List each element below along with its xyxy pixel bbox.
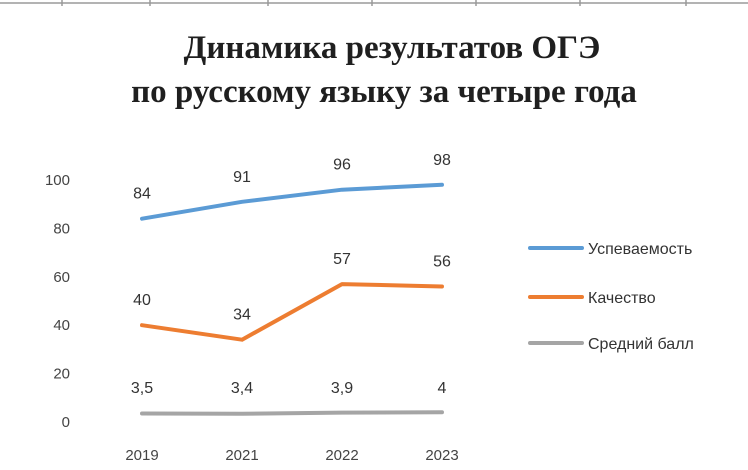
x-axis-ticks: 2019 2021 2022 2023 [125,447,458,464]
series-line-0 [140,182,444,221]
x-tick-label: 2023 [425,447,458,464]
series-lines [140,182,444,416]
y-tick-label: 80 [53,220,70,237]
data-labels: 84 91 96 98 40 34 57 56 3,5 3,4 3,9 4 [131,152,451,397]
legend-label: Качество [588,290,656,307]
data-label: 3,9 [331,380,353,397]
y-tick-label: 100 [45,172,70,189]
x-tick-label: 2021 [225,447,258,464]
chart-title-line-1: Динамика результатов ОГЭ [184,30,601,66]
y-tick-label: 60 [53,269,70,286]
data-label: 4 [438,380,447,397]
data-label: 98 [433,152,451,169]
chart-title-line-2: по русскому языку за четыре года [131,74,637,110]
data-label: 40 [133,292,151,309]
data-label: 56 [433,253,451,270]
top-strip [0,0,748,6]
y-tick-label: 20 [53,366,70,383]
y-tick-label: 0 [62,414,70,431]
data-label: 34 [233,307,251,324]
y-tick-label: 40 [53,317,70,334]
series-line-2 [140,410,444,416]
data-label: 3,4 [231,380,253,397]
data-label: 91 [233,169,251,186]
data-label: 3,5 [131,380,153,397]
x-tick-label: 2019 [125,447,158,464]
data-label: 57 [333,251,351,268]
legend: Успеваемость Качество Средний балл [528,241,694,353]
data-label: 84 [133,186,151,203]
legend-label: Средний балл [588,336,694,353]
legend-label: Успеваемость [588,241,692,258]
x-tick-label: 2022 [325,447,358,464]
series-line-1 [140,282,444,342]
data-label: 96 [333,157,351,174]
y-axis-ticks: 0 20 40 60 80 100 [45,172,70,431]
